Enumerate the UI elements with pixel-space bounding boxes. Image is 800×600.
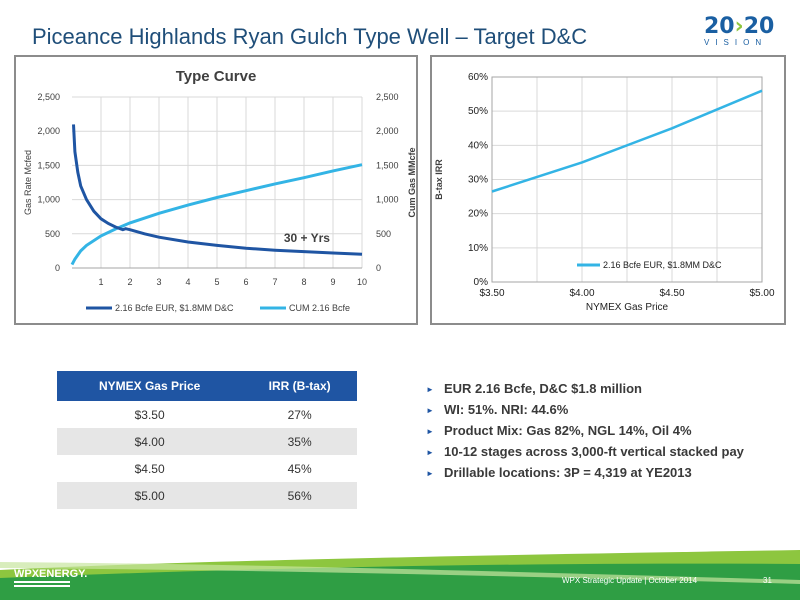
list-item: ► WI: 51%. NRI: 44.6% [426,399,744,420]
x-tick-label: 5 [214,277,219,287]
logo-subtitle: VISION [704,38,768,47]
bullet-text: WI: 51%. NRI: 44.6% [444,402,569,417]
y-axis-label: Gas Rate Mcfed [23,150,33,215]
x-tick-label: 8 [301,277,306,287]
y2-tick-label: 1,000 [376,195,399,205]
y-tick-label: 60% [468,72,488,83]
footer-banner: WPXENERGY. [0,550,800,600]
bullet-arrow-icon: ► [426,469,434,479]
logo-digits-2: 20 [743,14,775,39]
y-tick-label: 50% [468,106,488,117]
table-row: $3.50 27% [57,401,357,428]
chart-title: Type Curve [176,68,257,85]
list-item: ► 10-12 stages across 3,000-ft vertical s… [426,441,744,462]
type-curve-chart: Type Curve 0 500 1,000 1,500 2,000 2,500 0 500 1,… [23,68,417,313]
irr-cell: 35% [242,428,357,455]
bullet-text: 10-12 stages across 3,000-ft vertical st… [444,444,744,459]
x-tick-label: $4.50 [659,288,684,299]
y-tick-label: 40% [468,140,488,151]
series-line-cum [70,163,363,266]
bullet-text: Product Mix: Gas 82%, NGL 14%, Oil 4% [444,423,692,438]
irr-cell: 45% [242,455,357,482]
y-tick-label: 1,000 [37,195,60,205]
table-row: $4.50 45% [57,455,357,482]
legend-label-cum: CUM 2.16 Bcfe [289,303,350,313]
series-line-rate [72,124,363,256]
wpx-logo-stripes-icon [14,581,70,587]
y2-tick-label: 500 [376,229,391,239]
list-item: ► EUR 2.16 Bcfe, D&C $1.8 million [426,378,744,399]
price-cell: $4.50 [57,455,243,482]
x-tick-label: $5.00 [749,288,774,299]
x-tick-label: 7 [272,277,277,287]
y-tick-label: 0% [474,277,489,288]
price-cell: $5.00 [57,482,243,509]
y2-tick-label: 0 [376,263,381,273]
price-cell: $3.50 [57,401,243,428]
wpx-logo-text: WPXENERGY. [14,568,88,580]
header-nymex-price: NYMEX Gas Price [57,371,243,401]
bullet-arrow-icon: ► [426,448,434,458]
x-tick-label: 4 [185,277,190,287]
y-tick-label: 0 [55,263,60,273]
x-tick-label: 10 [357,277,367,287]
header-irr: IRR (B-tax) [242,371,357,401]
type-curve-chart-panel: Type Curve 0 500 1,000 1,500 2,000 2,500 0 500 1,… [14,55,418,325]
irr-chart: 0% 10% 20% 30% 40% 50% 60% $3.50 $4.00 $4.50 $5.00… [434,72,775,313]
table-header-row: NYMEX Gas Price IRR (B-tax) [57,371,357,401]
y-tick-label: 500 [45,229,60,239]
page-number: 31 [763,576,772,585]
irr-cell: 27% [242,401,357,428]
y2-tick-label: 1,500 [376,160,399,170]
slide-title: Piceance Highlands Ryan Gulch Type Well … [32,24,588,49]
y-tick-label: 30% [468,175,488,186]
x-axis-label: NYMEX Gas Price [586,302,669,313]
legend-label-rate: 2.16 Bcfe EUR, $1.8MM D&C [115,303,234,313]
x-tick-label: 2 [127,277,132,287]
logo-digits-1: 20 [704,14,735,39]
table-row: $5.00 56% [57,482,357,509]
bullet-arrow-icon: ► [426,406,434,416]
y2-axis-label: Cum Gas MMcfe [407,147,416,217]
legend-label-irr: 2.16 Bcfe EUR, $1.8MM D&C [603,260,722,270]
irr-cell: 56% [242,482,357,509]
y-tick-label: 2,500 [37,92,60,102]
x-tick-label: 6 [243,277,248,287]
logo-arrow: › [734,14,744,39]
y-tick-label: 20% [468,209,488,220]
x-tick-label: $4.00 [569,288,594,299]
irr-table: NYMEX Gas Price IRR (B-tax) $3.50 27% $4… [57,371,357,509]
bullet-arrow-icon: ► [426,427,434,437]
y-axis-label: B-tax IRR [434,159,444,200]
x-tick-label: $3.50 [479,288,504,299]
2020-vision-logo: 20›20 VISION [704,16,776,50]
bullet-text: Drillable locations: 3P = 4,319 at YE201… [444,465,692,480]
y-tick-label: 1,500 [37,160,60,170]
x-tick-label: 3 [156,277,161,287]
bullet-arrow-icon: ► [426,385,434,395]
plot-frame [491,76,763,283]
irr-chart-panel: 0% 10% 20% 30% 40% 50% 60% $3.50 $4.00 $4.50 $5.00… [430,55,786,325]
x-tick-label: 9 [330,277,335,287]
bullet-text: EUR 2.16 Bcfe, D&C $1.8 million [444,381,642,396]
wpx-logo: WPXENERGY. [14,568,124,594]
footer-swoosh [0,550,800,600]
list-item: ► Drillable locations: 3P = 4,319 at YE20… [426,462,744,483]
key-facts-list: ► EUR 2.16 Bcfe, D&C $1.8 million ► WI: 51… [426,378,744,483]
y-tick-label: 10% [468,243,488,254]
annotation-30-yrs: 30 + Yrs [284,231,330,245]
series-line-irr [491,89,763,193]
x-tick-label: 1 [98,277,103,287]
y-tick-label: 2,000 [37,126,60,136]
table-row: $4.00 35% [57,428,357,455]
y2-tick-label: 2,500 [376,92,399,102]
y2-tick-label: 2,000 [376,126,399,136]
price-cell: $4.00 [57,428,243,455]
list-item: ► Product Mix: Gas 82%, NGL 14%, Oil 4% [426,420,744,441]
footer-text: WPX Strategic Update | October 2014 [562,576,698,585]
